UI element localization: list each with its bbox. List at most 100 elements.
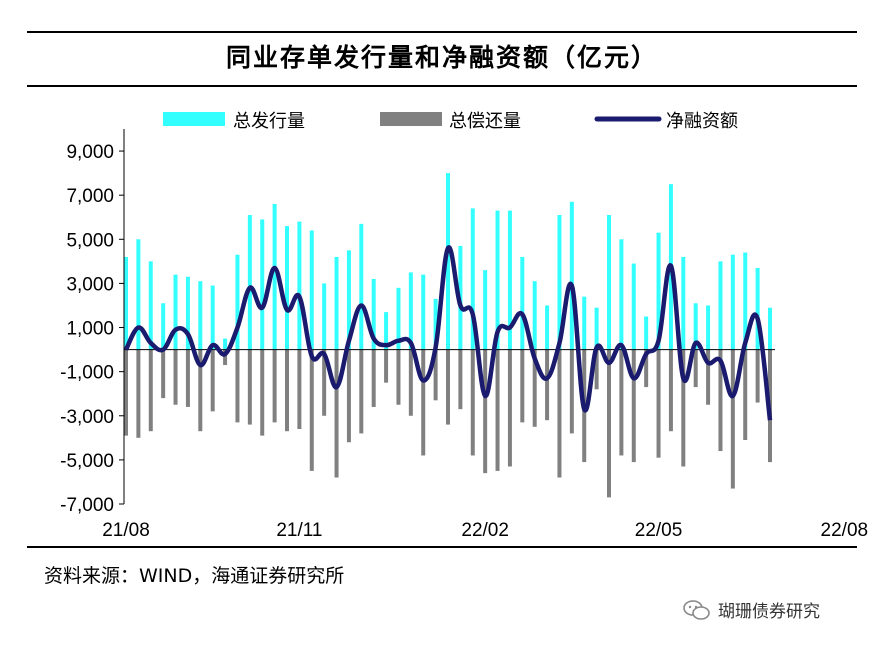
y-tick-label: -5,000: [60, 451, 114, 472]
issue-bar: [693, 303, 698, 350]
repay-bar: [495, 349, 500, 471]
chart-svg: 总发行量 总偿还量 净融资额 9,000 7,000 5,000 3,000 1,000…: [60, 111, 868, 541]
y-tick-label: -1,000: [60, 363, 114, 384]
issue-bar: [161, 303, 166, 350]
watermark: 瑚珊债券研究: [682, 597, 820, 622]
issue-bar: [520, 256, 525, 350]
axes: [123, 129, 775, 504]
repay-bar: [124, 349, 128, 436]
issue-bar: [396, 287, 401, 350]
y-axis-ticks: 9,000 7,000 5,000 3,000 1,000 -1,000 -3,000 -5,…: [60, 142, 124, 516]
issue-bar: [148, 261, 153, 350]
repay-bar: [458, 349, 463, 410]
issue-bar: [569, 201, 574, 350]
repay-bar: [520, 349, 525, 423]
repay-bar: [607, 349, 611, 498]
x-tick-label: 22/05: [635, 520, 683, 541]
repay-bar: [668, 349, 673, 432]
x-tick-label: 21/11: [276, 520, 322, 541]
repay-bar: [408, 349, 413, 416]
wechat-icon: [683, 599, 710, 620]
repay-bar: [272, 349, 277, 423]
repay-bar: [483, 349, 488, 474]
repay-bar: [396, 349, 401, 405]
watermark-text: 瑚珊债券研究: [718, 602, 820, 622]
repay-bar: [384, 349, 389, 383]
repay-bar: [755, 349, 760, 403]
repay-bar: [569, 349, 574, 434]
issue-bar: [470, 208, 475, 350]
issue-bar: [235, 254, 240, 350]
repay-bar: [210, 349, 215, 412]
repay-bar: [644, 349, 649, 388]
y-tick-label: 9,000: [66, 142, 114, 163]
repay-bar: [470, 349, 475, 456]
issue-bar: [185, 276, 190, 350]
issue-bar: [607, 215, 611, 350]
legend-issue-swatch: [163, 112, 225, 126]
issue-bar: [730, 254, 735, 350]
repay-bar: [185, 349, 190, 407]
issue-bar: [644, 316, 649, 350]
repay-bar: [247, 349, 252, 425]
issue-bar: [371, 279, 376, 350]
issue-bar: [136, 239, 141, 350]
net-financing-line-group: [123, 245, 773, 421]
repay-bar: [545, 349, 550, 421]
issue-bar: [334, 256, 339, 350]
repay-bar: [631, 349, 636, 463]
y-tick-label: -3,000: [60, 407, 114, 428]
issue-bar: [495, 210, 500, 350]
issue-bar: [433, 298, 438, 350]
issue-bar: [755, 267, 760, 350]
issue-bar: [619, 239, 624, 350]
chart-bottom-rule: [27, 546, 857, 548]
legend-repay-label: 总偿还量: [449, 111, 521, 132]
issue-bar: [285, 226, 289, 350]
issue-bar: [631, 263, 636, 350]
issue-bar: [309, 230, 314, 350]
issue-bar: [260, 219, 265, 350]
repay-bar: [371, 349, 376, 407]
legend: 总发行量 总偿还量 净融资额: [163, 111, 738, 132]
repay-bar: [619, 349, 624, 456]
repay-bar: [223, 349, 228, 366]
issue-bar: [656, 232, 661, 350]
repay-bar: [136, 349, 141, 438]
issue-bar: [297, 221, 302, 350]
issue-bar: [743, 252, 748, 350]
y-tick-label: 1,000: [66, 319, 114, 340]
issue-bar: [545, 305, 550, 350]
issue-bar: [124, 256, 128, 350]
repay-bar: [322, 349, 327, 416]
issue-bars: [124, 173, 772, 350]
y-tick-label: 5,000: [66, 230, 114, 251]
repay-bar: [532, 349, 537, 427]
repay-bar: [359, 349, 364, 434]
repay-bar: [446, 349, 450, 425]
title-bottom-rule: [27, 85, 857, 87]
x-axis-ticks: 21/08 21/11 22/02 22/05 22/08: [102, 520, 868, 541]
repay-bar: [297, 349, 302, 429]
y-tick-label: 7,000: [66, 186, 114, 207]
issue-bar: [681, 256, 686, 350]
issue-bar: [198, 281, 203, 350]
issue-bar: [223, 338, 228, 350]
x-tick-label: 22/02: [461, 520, 509, 541]
issue-bar: [582, 296, 587, 350]
issue-bar: [173, 274, 178, 350]
issue-bar: [718, 261, 723, 350]
issue-bar: [557, 215, 562, 350]
issue-bar: [322, 283, 327, 350]
source-note: 资料来源：WIND，海通证券研究所: [44, 565, 345, 587]
repay-bar: [346, 349, 351, 443]
repay-bar: [260, 349, 265, 436]
x-tick-label: 22/08: [821, 520, 869, 541]
legend-issue-label: 总发行量: [233, 111, 305, 132]
repay-bar: [594, 349, 599, 390]
y-tick-label: 3,000: [66, 274, 114, 295]
legend-repay-swatch: [380, 112, 442, 126]
repay-bar: [173, 349, 178, 405]
repay-bar: [334, 349, 339, 478]
repay-bar: [148, 349, 153, 432]
